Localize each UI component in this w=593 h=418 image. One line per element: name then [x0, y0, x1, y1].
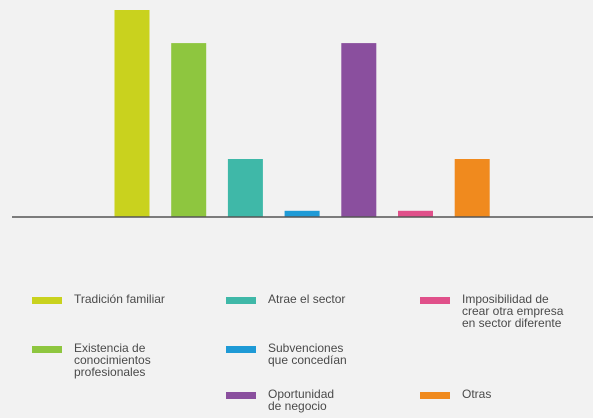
legend-label: Atrae el sector	[268, 292, 346, 306]
legend-label: Existencia de conocimientos profesionale…	[74, 341, 151, 379]
legend-swatch	[226, 297, 256, 304]
legend-item-atrae: Atrae el sector	[226, 293, 345, 305]
bar-2	[171, 43, 207, 217]
legend-item-existencia: Existencia de conocimientos profesionale…	[32, 342, 151, 378]
legend-swatch	[226, 392, 256, 399]
legend-item-imposibilidad: Imposibilidad de crear otra empresa en s…	[420, 293, 563, 329]
legend-swatch	[420, 297, 450, 304]
bars-group	[114, 10, 490, 217]
legend-swatch	[32, 346, 62, 353]
bar-7	[454, 159, 490, 217]
legend-label: Subvenciones que concedían	[268, 341, 347, 367]
legend-item-oportunidad: Oportunidad de negocio	[226, 388, 334, 412]
legend-label: Tradición familiar	[74, 292, 165, 306]
legend-swatch	[226, 346, 256, 353]
legend-item-otras: Otras	[420, 388, 491, 400]
legend-swatch	[420, 392, 450, 399]
bar-chart	[12, 10, 593, 218]
bar-1	[114, 10, 150, 217]
legend-item-subvenciones: Subvenciones que concedían	[226, 342, 347, 366]
legend-item-tradicion: Tradición familiar	[32, 293, 165, 305]
bar-4	[284, 210, 320, 217]
bar-5	[341, 43, 377, 217]
bar-3	[227, 159, 263, 217]
legend-swatch	[32, 297, 62, 304]
legend-label: Otras	[462, 387, 492, 401]
bar-6	[398, 210, 433, 217]
legend-label: Imposibilidad de crear otra empresa en s…	[462, 292, 564, 330]
legend-label: Oportunidad de negocio	[268, 387, 335, 413]
